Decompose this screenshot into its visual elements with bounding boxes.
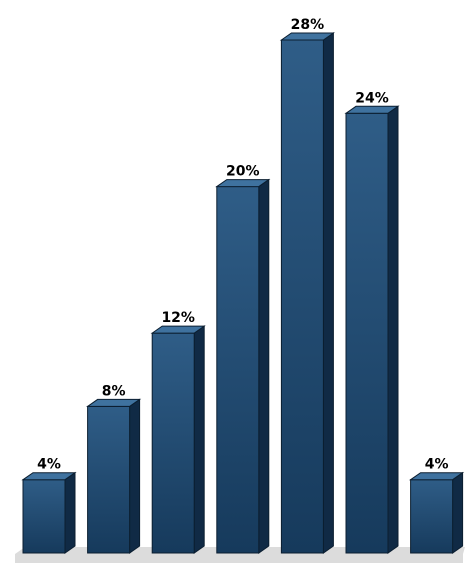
bar-2 xyxy=(86,398,142,554)
bar-top xyxy=(279,32,335,41)
bar-front xyxy=(22,479,66,554)
bar-6 xyxy=(344,105,400,554)
bar-front xyxy=(345,112,389,554)
data-label-3: 12% xyxy=(161,310,195,326)
bars-group xyxy=(21,32,465,554)
bar-front xyxy=(280,39,324,554)
data-label-7: 4% xyxy=(425,457,449,473)
bar-4 xyxy=(215,178,271,554)
data-label-5: 28% xyxy=(291,17,325,33)
data-label-2: 8% xyxy=(102,383,126,399)
data-label-4: 20% xyxy=(226,164,260,180)
bar-side xyxy=(452,471,464,554)
bar-side xyxy=(193,325,205,554)
bar-side xyxy=(387,105,399,554)
bar-top xyxy=(86,398,142,407)
bar-top xyxy=(409,472,465,481)
bar-5 xyxy=(279,32,335,554)
bar-front xyxy=(216,186,260,554)
bar-front xyxy=(151,332,195,554)
bar-7 xyxy=(409,471,465,554)
bar-front xyxy=(87,405,131,554)
bar-side xyxy=(64,471,76,554)
bar-top xyxy=(344,105,400,114)
bar-front xyxy=(410,479,454,554)
bar-top xyxy=(21,472,77,481)
bar-side xyxy=(129,398,141,554)
bar-3 xyxy=(150,325,206,554)
bar-side xyxy=(322,32,334,554)
bar-1 xyxy=(21,471,77,554)
bar-side xyxy=(258,178,270,554)
data-label-6: 24% xyxy=(355,90,389,106)
data-labels-group: 4% 8% 12% 20% 28% 24% 4% xyxy=(37,17,448,473)
data-label-1: 4% xyxy=(37,457,61,473)
bar-top xyxy=(215,179,271,188)
bar-top xyxy=(150,325,206,334)
